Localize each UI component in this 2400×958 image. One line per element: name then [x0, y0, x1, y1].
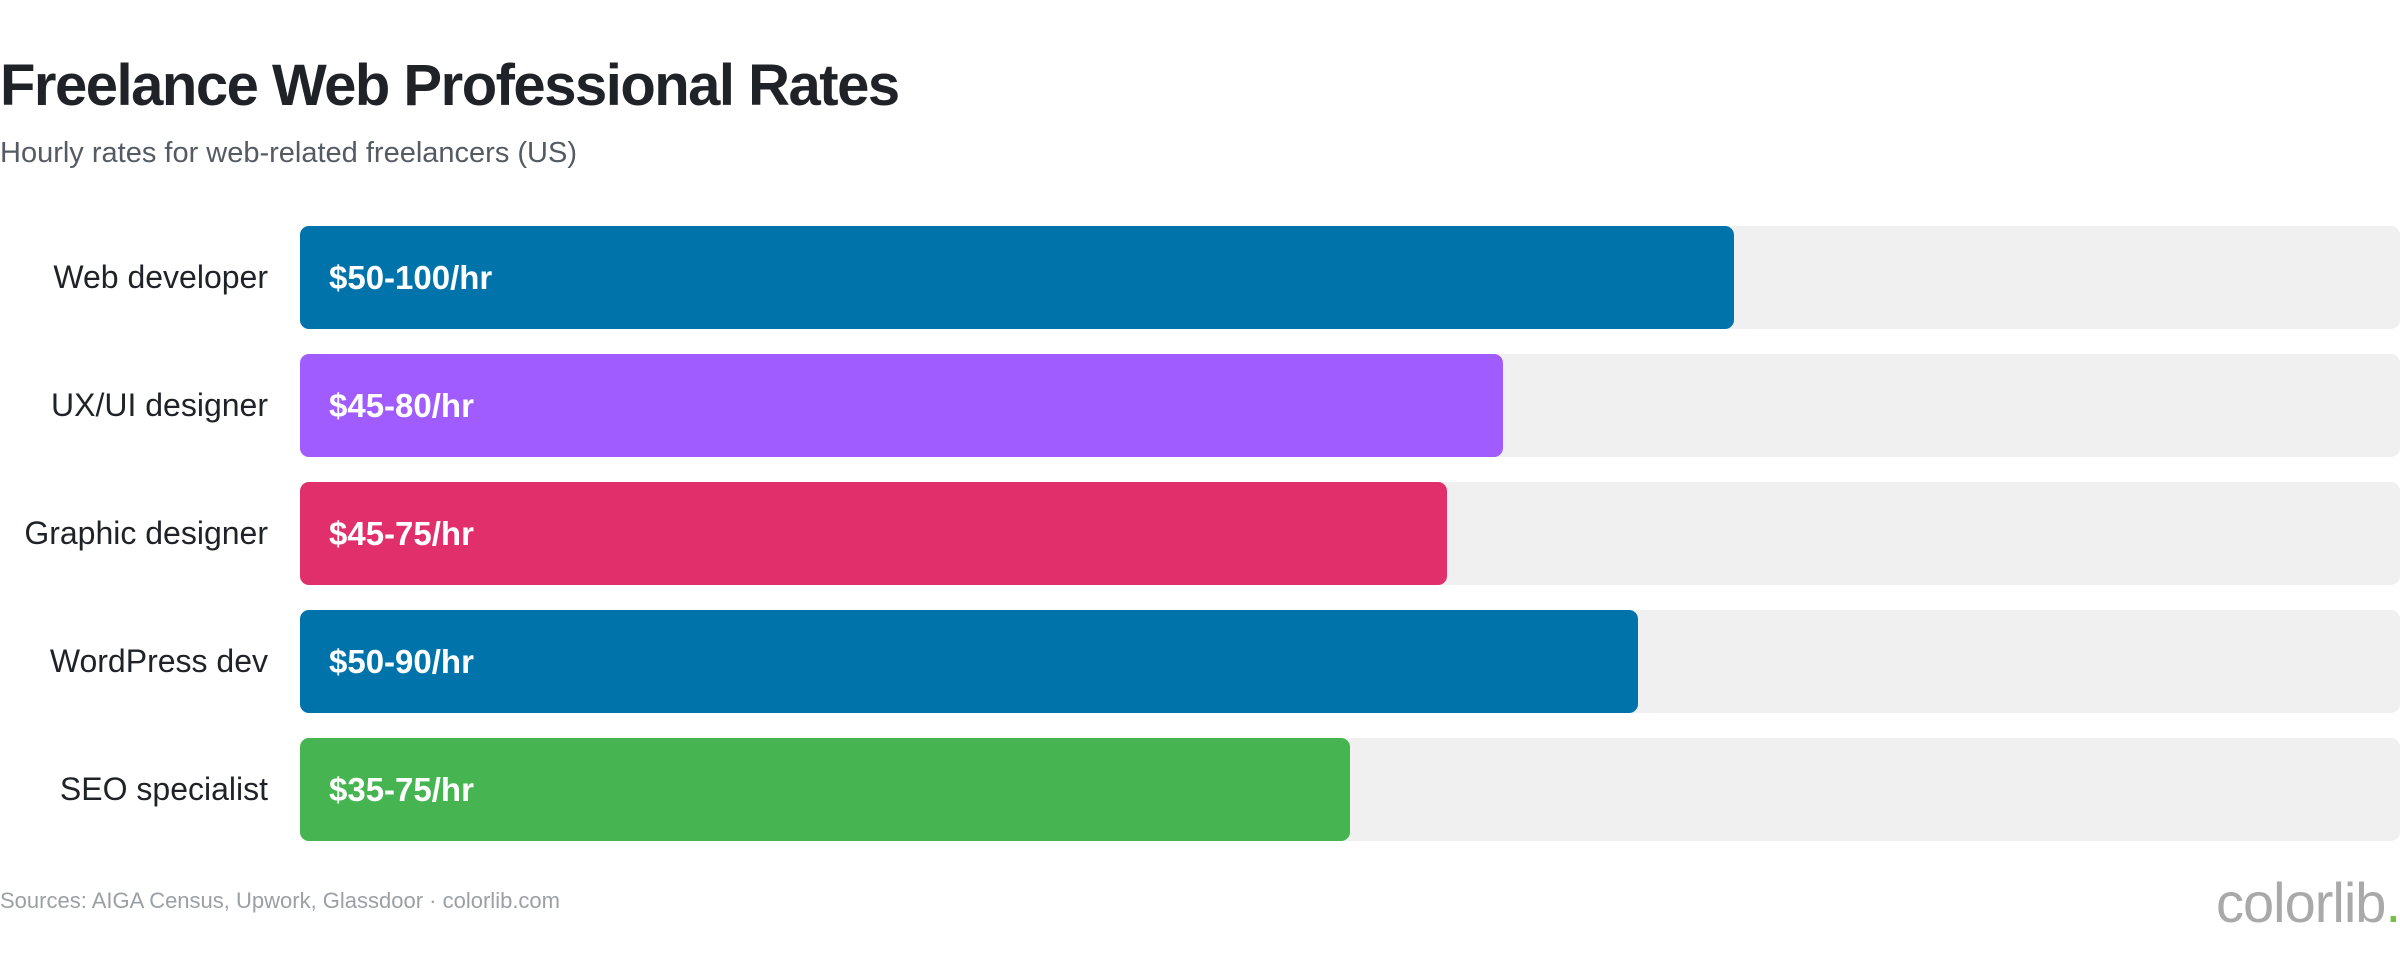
chart-subtitle: Hourly rates for web-related freelancers… [0, 137, 577, 169]
category-label: WordPress dev [49, 643, 268, 679]
colorlib-logo: colorlib. [2216, 870, 2400, 935]
bar-track: $35-75/hr [300, 738, 2400, 841]
bar-row: SEO specialist $35-75/hr [0, 738, 2400, 841]
category-label: UX/UI designer [51, 387, 268, 423]
source-note: Sources: AIGA Census, Upwork, Glassdoor … [0, 888, 560, 913]
bar-value-label: $45-75/hr [329, 515, 474, 552]
chart-title: Freelance Web Professional Rates [0, 53, 900, 118]
bar-track: $50-90/hr [300, 610, 2400, 713]
bar-fill: $45-80/hr [300, 354, 1503, 457]
bar-value-label: $45-80/hr [329, 387, 474, 424]
bar-chart: Web developer $50-100/hr UX/UI designer $45… [0, 226, 2400, 842]
bar-row: UX/UI designer $45-80/hr [0, 354, 2400, 457]
bar-track: $45-75/hr [300, 482, 2400, 585]
bar-row: Web developer $50-100/hr [0, 226, 2400, 329]
bar-fill: $35-75/hr [300, 738, 1350, 841]
bar-value-label: $50-90/hr [329, 643, 474, 680]
bar-fill: $45-75/hr [300, 482, 1447, 585]
logo-wordmark: colorlib [2216, 871, 2386, 934]
bar-track: $50-100/hr [300, 226, 2400, 329]
bar-fill: $50-100/hr [300, 226, 1734, 329]
category-label: Graphic designer [24, 515, 268, 551]
logo-dot: . [2385, 871, 2400, 934]
category-label: Web developer [53, 259, 268, 295]
bar-row: WordPress dev $50-90/hr [0, 610, 2400, 713]
bar-value-label: $50-100/hr [329, 259, 493, 296]
bar-value-label: $35-75/hr [329, 771, 474, 808]
category-label: SEO specialist [59, 771, 268, 807]
bar-row: Graphic designer $45-75/hr [0, 482, 2400, 585]
bar-fill: $50-90/hr [300, 610, 1638, 713]
bar-track: $45-80/hr [300, 354, 2400, 457]
